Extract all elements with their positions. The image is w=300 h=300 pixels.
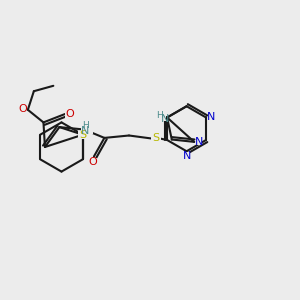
Text: N: N xyxy=(195,137,203,147)
FancyBboxPatch shape xyxy=(159,114,166,121)
FancyBboxPatch shape xyxy=(208,114,214,121)
Text: S: S xyxy=(79,130,86,140)
Text: O: O xyxy=(65,109,74,119)
Text: N: N xyxy=(81,126,89,136)
Text: O: O xyxy=(88,157,97,167)
FancyBboxPatch shape xyxy=(196,139,202,145)
Text: N: N xyxy=(182,151,191,161)
Text: S: S xyxy=(152,134,159,143)
FancyBboxPatch shape xyxy=(151,134,160,143)
FancyBboxPatch shape xyxy=(183,152,190,159)
Text: N: N xyxy=(161,114,170,124)
FancyBboxPatch shape xyxy=(78,130,88,139)
FancyBboxPatch shape xyxy=(18,105,27,113)
Text: H: H xyxy=(157,111,163,120)
Text: O: O xyxy=(18,104,27,114)
FancyBboxPatch shape xyxy=(81,125,93,134)
FancyBboxPatch shape xyxy=(88,158,97,166)
Text: N: N xyxy=(207,112,215,122)
FancyBboxPatch shape xyxy=(65,110,74,118)
Text: H: H xyxy=(82,121,88,130)
